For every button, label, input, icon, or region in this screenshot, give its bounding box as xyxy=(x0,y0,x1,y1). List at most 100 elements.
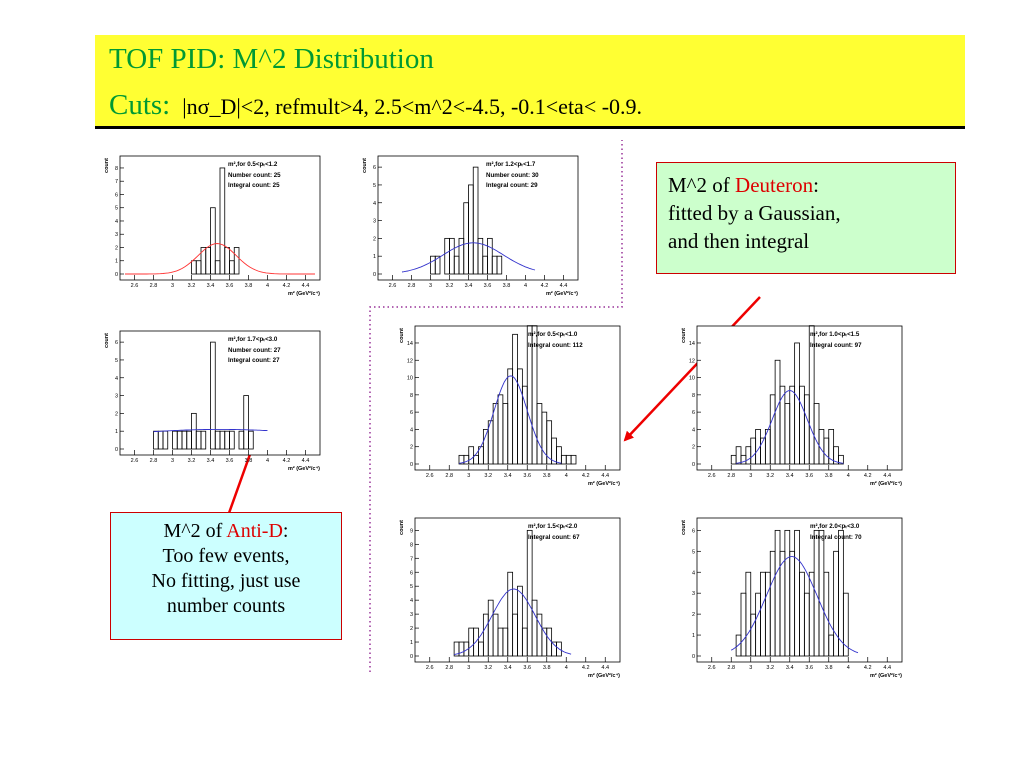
x-tick-label: 3 xyxy=(171,458,174,464)
x-tick-label: 4 xyxy=(565,473,568,479)
y-tick-label: 0 xyxy=(692,462,695,468)
x-tick-label: 3 xyxy=(749,473,752,479)
y-tick-label: 2 xyxy=(692,612,695,618)
x-axis-label: m² (GeV²/c⁴) xyxy=(870,480,902,487)
x-tick-label: 3.2 xyxy=(446,283,454,289)
y-tick-label: 2 xyxy=(692,445,695,451)
histogram-antid-high: 0 1 2 3 4 5 6 2.6 2.8 3 3.2 3.4 3.6 3.8 4 4.2 4.4 count m²… xyxy=(104,330,321,472)
histogram-bar xyxy=(233,247,240,275)
x-tick-label: 2.8 xyxy=(150,283,158,289)
y-tick-label: 2 xyxy=(373,236,376,242)
x-tick-label: 4.4 xyxy=(302,283,310,289)
y-tick-label: 3 xyxy=(410,612,413,618)
y-tick-label: 6 xyxy=(373,165,376,171)
x-tick-label: 2.8 xyxy=(727,473,735,479)
histogram-bar xyxy=(434,255,441,275)
stats-line: Integral count: 97 xyxy=(810,342,862,349)
cuts-label: Cuts: xyxy=(109,89,171,121)
y-tick-label: 9 xyxy=(410,528,413,534)
y-tick-label: 6 xyxy=(115,340,118,346)
x-tick-label: 3.6 xyxy=(523,473,531,479)
histogram-title: m²,for 1.2<pₜ<1.7 xyxy=(486,161,536,168)
x-tick-label: 3.2 xyxy=(766,665,774,671)
x-tick-label: 4 xyxy=(524,283,527,289)
x-tick-label: 2.8 xyxy=(727,665,735,671)
histogram-bar xyxy=(526,529,533,657)
histogram-title: m²,for 2.0<pₜ<3.0 xyxy=(810,523,860,530)
y-tick-label: 14 xyxy=(689,341,695,347)
y-tick-label: 4 xyxy=(115,219,118,225)
histogram-bar xyxy=(842,592,849,657)
histogram-bar xyxy=(531,325,538,465)
histogram-bar xyxy=(556,641,562,657)
deuteron-region-border xyxy=(369,140,623,672)
x-tick-label: 3.6 xyxy=(805,665,813,671)
x-tick-label: 4.4 xyxy=(601,473,609,479)
x-tick-label: 3.8 xyxy=(543,473,551,479)
x-axis-label: m² (GeV²/c⁴) xyxy=(288,290,320,297)
y-tick-label: 8 xyxy=(410,393,413,399)
histogram-deuteron-1: 0 2 4 6 8 10 12 14 2.6 2.8 3 3.2 3.4 3.6 3.8 4 4.2 4.4 cou… xyxy=(399,325,621,487)
x-tick-label: 2.6 xyxy=(131,458,139,464)
x-tick-label: 3.6 xyxy=(484,283,492,289)
gaussian-fit-line xyxy=(458,375,562,464)
x-tick-label: 3.4 xyxy=(786,473,794,479)
y-tick-label: 0 xyxy=(115,272,118,278)
x-axis-label: m² (GeV²/c⁴) xyxy=(588,480,620,487)
histogram-bar xyxy=(248,430,254,450)
y-tick-label: 4 xyxy=(115,376,118,382)
y-axis-label: count xyxy=(681,328,687,343)
x-tick-label: 2.8 xyxy=(445,665,453,671)
antid-callout: M^2 of Anti-D: Too few events, No fittin… xyxy=(110,512,342,640)
deuteron-callout-line3: and then integral xyxy=(668,229,810,253)
y-tick-label: 6 xyxy=(692,528,695,534)
x-tick-label: 4 xyxy=(266,458,269,464)
y-axis-label: count xyxy=(399,520,405,535)
stats-line: Integral count: 29 xyxy=(486,182,538,189)
histogram-bar xyxy=(838,454,844,465)
x-tick-label: 3 xyxy=(171,283,174,289)
y-tick-label: 2 xyxy=(410,626,413,632)
gaussian-fit-line xyxy=(153,428,268,433)
x-tick-label: 3 xyxy=(429,283,432,289)
x-tick-label: 4.2 xyxy=(864,473,872,479)
gaussian-fit-line xyxy=(736,390,844,464)
y-tick-label: 3 xyxy=(115,232,118,238)
histogram-bar xyxy=(243,395,249,450)
x-tick-label: 3.6 xyxy=(523,665,531,671)
cuts-text: |nσ_D|<2, refmult>4, 2.5<m^2<-4.5, -0.1<… xyxy=(182,94,643,119)
x-tick-label: 3 xyxy=(749,665,752,671)
deuteron-arrow xyxy=(623,296,761,442)
y-tick-label: 2 xyxy=(410,445,413,451)
x-tick-label: 4.2 xyxy=(541,283,549,289)
y-tick-label: 10 xyxy=(407,376,413,382)
x-tick-label: 2.6 xyxy=(708,665,716,671)
histogram-bar xyxy=(200,430,207,450)
x-tick-label: 4.4 xyxy=(302,458,310,464)
histogram-bar xyxy=(570,454,577,465)
y-tick-label: 5 xyxy=(692,549,695,555)
y-tick-label: 7 xyxy=(115,179,118,185)
stats-line: Integral count: 27 xyxy=(228,357,280,364)
x-tick-label: 3.2 xyxy=(188,458,196,464)
histogram-deuteron-3: 0 1 2 3 4 5 6 7 8 9 2.6 2.8 3 3.2 3.4 3.6 3.8 4 4.2 4.4 coun… xyxy=(399,517,621,679)
x-tick-label: 4 xyxy=(847,665,850,671)
antid-callout-line4: number counts xyxy=(166,595,286,617)
x-tick-label: 3.8 xyxy=(825,473,833,479)
gaussian-fit-line xyxy=(401,242,536,273)
x-tick-label: 4.4 xyxy=(883,473,891,479)
deuteron-word: Deuteron xyxy=(735,173,814,197)
histogram-title: m²,for 1.7<pₜ<3.0 xyxy=(228,336,278,343)
x-tick-label: 4.2 xyxy=(864,665,872,671)
y-tick-label: 12 xyxy=(689,358,695,364)
histogram-bar xyxy=(472,166,479,275)
histogram-bar xyxy=(210,341,216,450)
y-tick-label: 6 xyxy=(410,410,413,416)
y-tick-label: 8 xyxy=(692,393,695,399)
histogram-title: m²,for 0.5<pₜ<1.0 xyxy=(528,331,578,338)
x-tick-label: 4.2 xyxy=(283,283,291,289)
x-axis-label: m² (GeV²/c⁴) xyxy=(546,290,578,297)
x-tick-label: 3.4 xyxy=(207,458,215,464)
x-tick-label: 3.4 xyxy=(504,665,512,671)
histogram-bar xyxy=(210,207,216,275)
